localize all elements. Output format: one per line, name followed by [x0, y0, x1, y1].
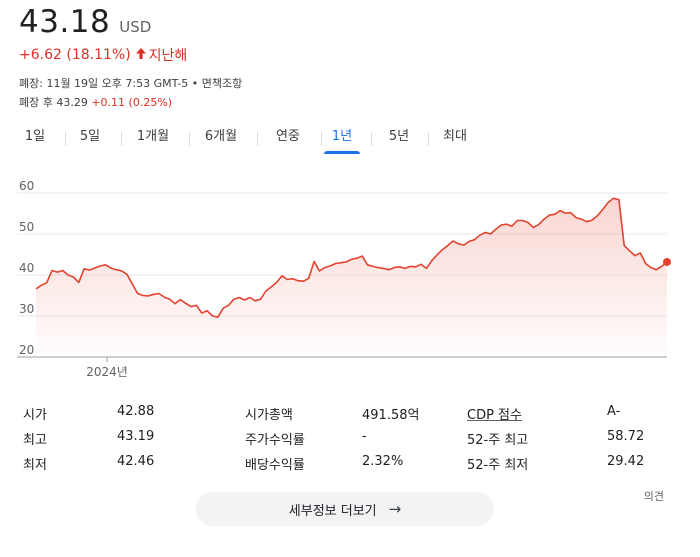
tab-1d[interactable]: 1일	[24, 129, 46, 144]
tab-divider	[321, 132, 322, 146]
y-tick-label: 20	[19, 343, 34, 357]
stat-label: 최고	[23, 433, 47, 448]
stat-value: 42.46	[117, 454, 155, 469]
feedback-link[interactable]: 의견	[643, 490, 664, 503]
stat-label: 52-주 최저	[467, 458, 529, 473]
change-value: +6.62 (18.11%)	[19, 47, 131, 63]
stat-label: 배당수익률	[245, 458, 305, 473]
x-axis-label-2024: 2024년	[86, 365, 128, 379]
tab-1y[interactable]: 1년	[324, 124, 360, 154]
price-header: 43.18 USD	[19, 4, 151, 40]
tab-divider	[65, 132, 66, 146]
tab-divider	[189, 132, 190, 146]
after-hours-change: +0.11 (0.25%)	[91, 96, 173, 109]
stat-value: A-	[607, 404, 621, 419]
stat-label: 주가수익률	[245, 433, 305, 448]
stat-label: 52-주 최고	[467, 433, 529, 448]
range-tabs: 1일 5일 1개월 6개월 연중 1년 5년 최대	[10, 124, 480, 154]
stat-value: 2.32%	[362, 454, 404, 469]
current-price: 43.18	[19, 4, 111, 40]
price-chart[interactable]: 20 30 40 50 60 2024년	[0, 170, 700, 385]
stat-value: 43.19	[117, 429, 155, 444]
tab-divider	[121, 132, 122, 146]
stat-label: 시가	[23, 408, 47, 423]
tab-5y[interactable]: 5년	[388, 129, 410, 144]
y-tick-label: 40	[19, 261, 34, 275]
close-info: 폐장: 11월 19일 오후 7:53 GMT-5 • 면책조항	[19, 77, 243, 90]
stat-label: 시가총액	[245, 408, 293, 423]
y-tick-label: 60	[19, 179, 34, 193]
tab-divider	[428, 132, 429, 146]
tab-5d[interactable]: 5일	[79, 129, 101, 144]
stat-value: -	[362, 429, 367, 444]
after-hours-price: 폐장 후 43.29	[19, 96, 88, 109]
last-price-dot	[663, 257, 671, 266]
stat-value: 491.58억	[362, 408, 420, 423]
change-period: 지난해	[148, 48, 188, 64]
stat-value: 29.42	[607, 454, 645, 469]
price-area-fill	[36, 198, 667, 357]
stat-label: 최저	[23, 458, 47, 473]
active-tab-indicator	[324, 151, 360, 154]
stat-value: 58.72	[607, 429, 645, 444]
price-change: +6.62 (18.11%) 지난해	[19, 45, 187, 65]
arrow-right-icon: →	[388, 500, 402, 518]
tab-divider	[257, 132, 258, 146]
cdp-score-link[interactable]: CDP 점수	[467, 408, 522, 423]
currency-label: USD	[119, 18, 152, 36]
stat-value: 42.88	[117, 404, 155, 419]
y-tick-label: 50	[19, 220, 34, 234]
after-hours-info: 폐장 후 43.29 +0.11 (0.25%)	[19, 94, 172, 110]
tab-divider	[371, 132, 372, 146]
tab-1m[interactable]: 1개월	[136, 129, 170, 144]
tab-ytd[interactable]: 연중	[276, 129, 300, 144]
more-details-label: 세부정보 더보기	[288, 503, 377, 519]
y-tick-label: 30	[19, 302, 34, 316]
price-line	[35, 197, 668, 318]
more-details-button[interactable]: 세부정보 더보기 →	[196, 492, 494, 526]
arrow-up-icon	[135, 47, 146, 63]
tab-max[interactable]: 최대	[443, 129, 467, 144]
tab-6m[interactable]: 6개월	[204, 129, 238, 144]
